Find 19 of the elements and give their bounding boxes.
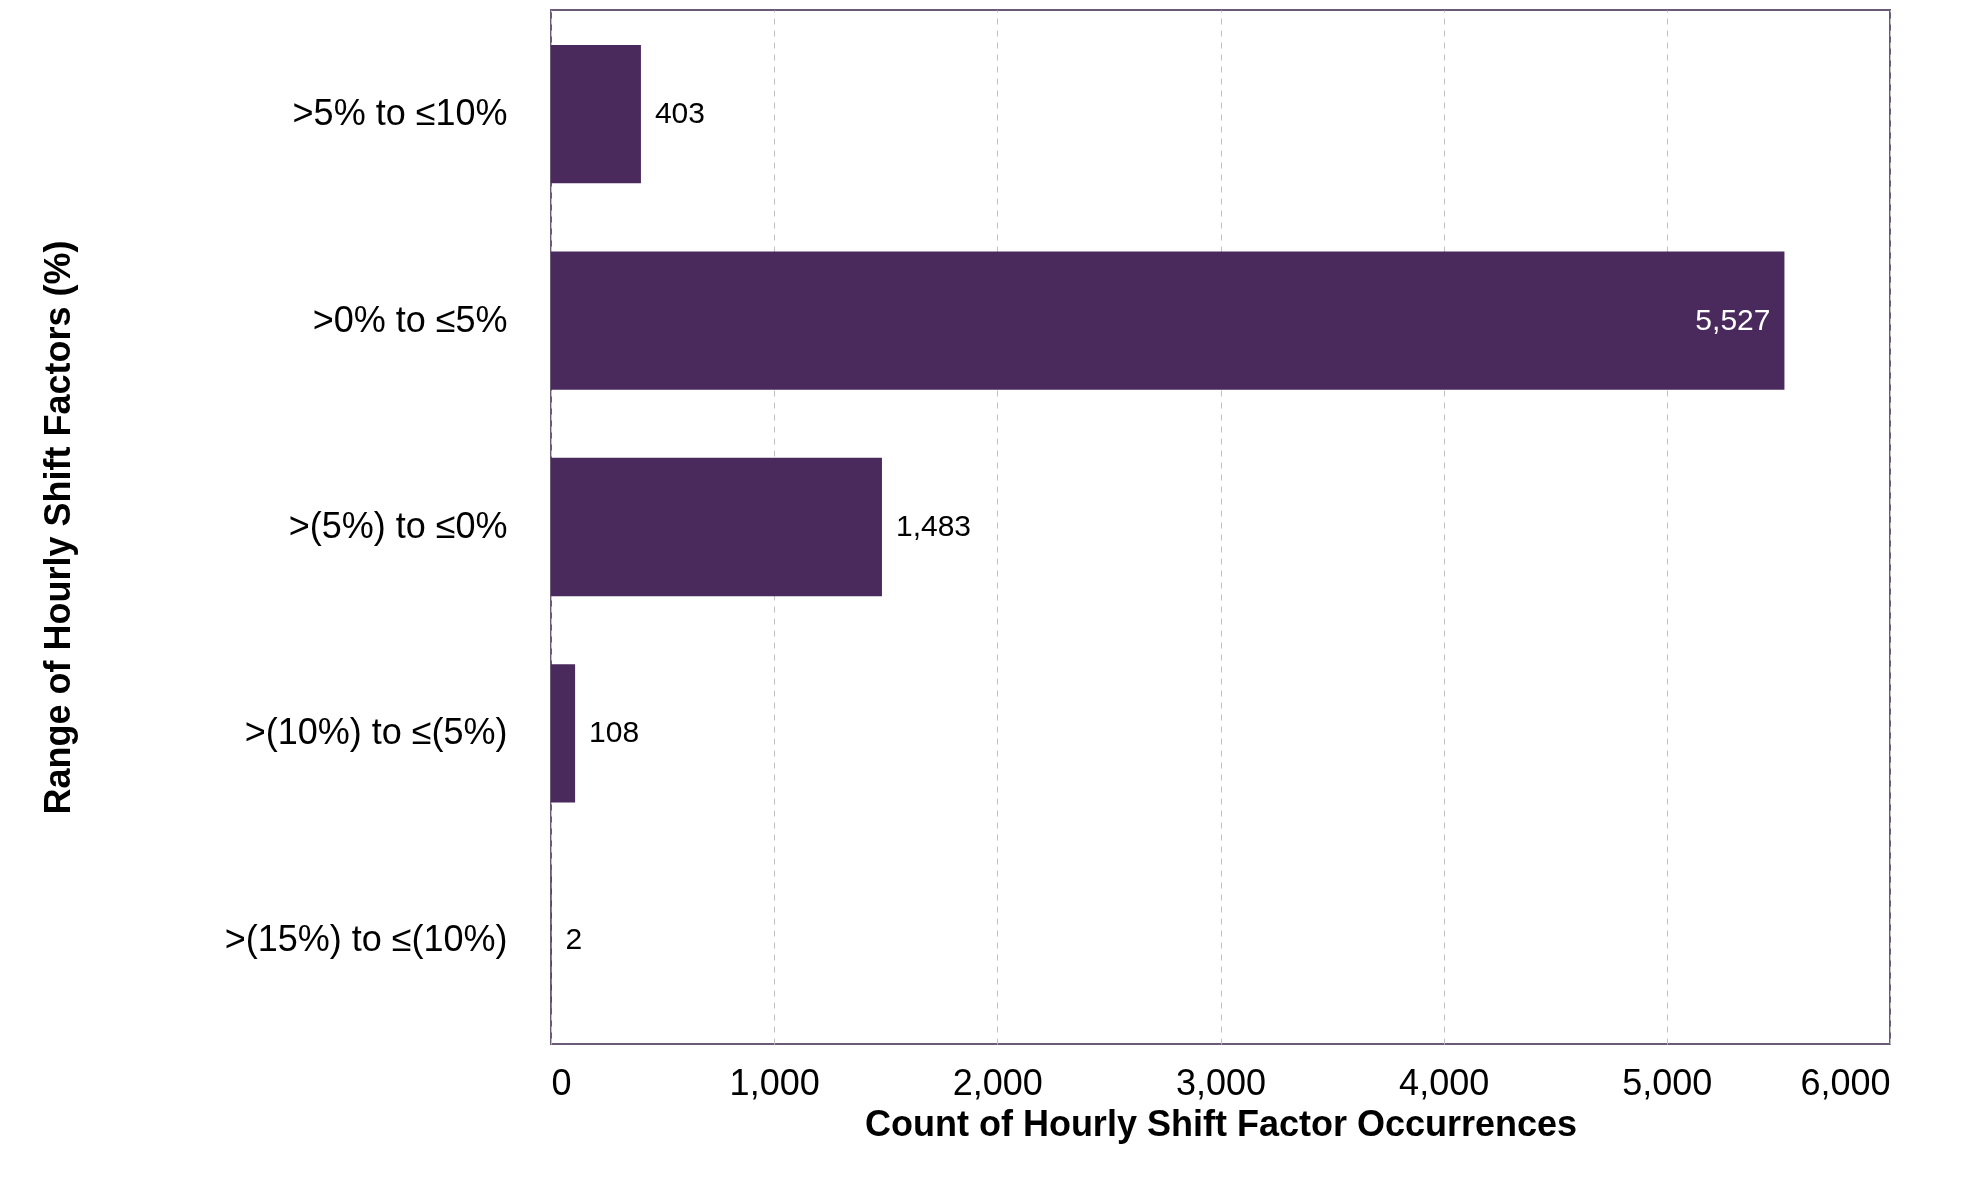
y-tick-label: >5% to ≤10% (292, 92, 508, 134)
data-label: 403 (654, 96, 705, 130)
x-tick-label: 1,000 (729, 1061, 820, 1103)
y-axis-title: Range of Hourly Shift Factors (%) (36, 240, 78, 815)
y-tick-label: >(15%) to ≤(10%) (224, 917, 508, 959)
data-label: 108 (589, 715, 640, 749)
y-tick-label: >(10%) to ≤(5%) (244, 711, 508, 753)
x-tick-label: 2,000 (952, 1061, 1043, 1103)
y-tick-label: >(5%) to ≤0% (288, 505, 508, 546)
x-tick-label: 6,000 (1800, 1061, 1891, 1103)
data-label: 5,527 (1695, 302, 1771, 336)
x-axis-title: Count of Hourly Shift Factor Occurrences (864, 1102, 1578, 1144)
x-tick-label: 3,000 (1175, 1061, 1267, 1103)
y-tick-label: >0% to ≤5% (312, 298, 508, 340)
x-tick-label: 5,000 (1622, 1061, 1713, 1103)
x-tick-label: 0 (551, 1061, 572, 1103)
x-tick-label: 4,000 (1399, 1061, 1490, 1103)
data-label: 1,483 (895, 509, 972, 542)
data-label: 2 (565, 921, 583, 955)
